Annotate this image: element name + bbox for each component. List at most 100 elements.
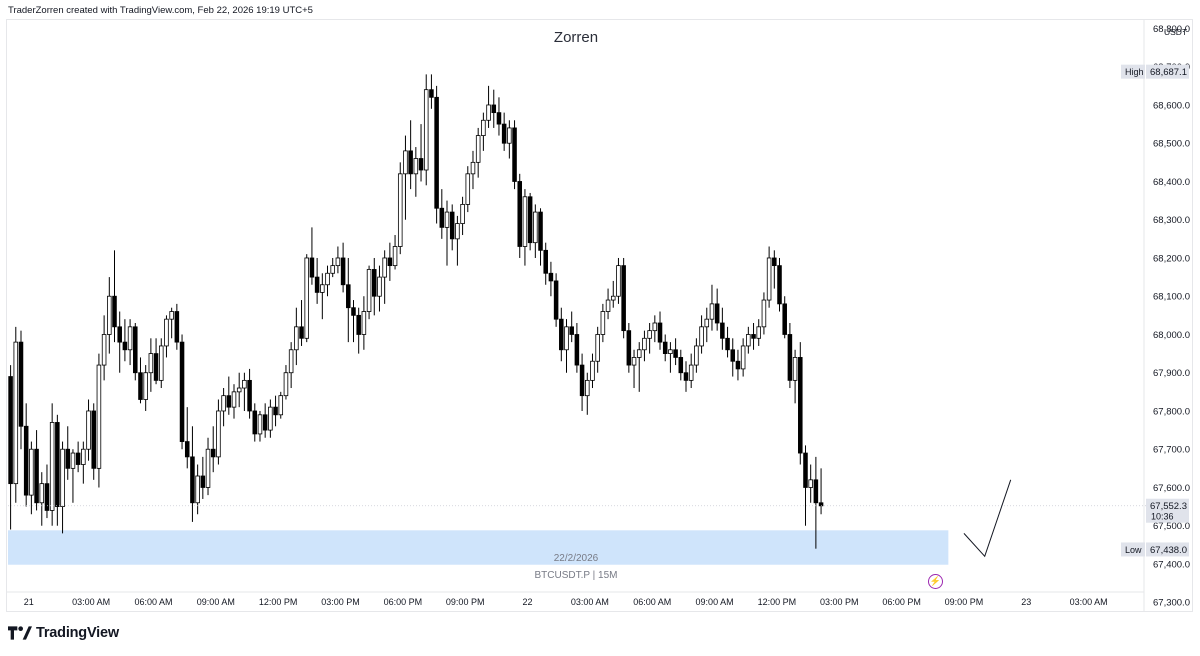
candle-down [714,303,720,324]
lightning-bolt-icon[interactable]: ⚡ [928,574,943,589]
chart-frame[interactable] [6,19,1193,612]
candle-up [766,257,772,301]
price-tick-label: 67,500.0 [1153,521,1190,532]
price-tick-label: 68,100.0 [1153,292,1190,303]
candles-layer [8,74,824,549]
candle-up [668,349,673,354]
candle-down [657,322,663,343]
tradingview-logo[interactable]: TradingView [8,625,119,641]
last-price-countdown: 10:36 [1151,512,1174,522]
candle-up [361,311,367,335]
candle-up [413,158,419,175]
candle-up [808,479,813,488]
candle-up [382,257,387,278]
candle-up [694,345,699,366]
candle-down [252,410,258,435]
candle-up [746,334,751,347]
candle-up [294,326,299,351]
candle-up [455,223,460,240]
time-tick-label: 22 [523,597,533,607]
high-price-badge-value: 68,687.1 [1150,67,1187,78]
candle-down [548,272,554,282]
candle-down [772,257,777,267]
candle-up [616,265,621,297]
candle-down [138,372,143,400]
candle-down [512,127,517,182]
price-tick-label: 68,300.0 [1153,215,1190,226]
price-tick-label: 67,800.0 [1153,406,1190,417]
candle-up [169,311,174,320]
time-tick-label: 09:00 AM [696,597,734,607]
candle-down [23,425,29,496]
candle-down [678,357,684,374]
low-price-badge-value: 67,438.0 [1150,545,1187,556]
high-price-badge [1146,64,1189,79]
candle-down [574,334,580,366]
candle-up [257,414,263,435]
candle-down [730,349,736,362]
candle-up [320,284,325,293]
demand-zone [8,530,949,565]
time-tick-label: 12:00 PM [259,597,298,607]
time-tick-label: 03:00 AM [571,597,609,607]
candle-up [610,295,616,301]
candle-down [569,326,574,335]
time-tick-label: 09:00 PM [446,597,485,607]
candle-down [777,265,782,305]
candle-down [8,376,13,485]
candle-down [184,441,190,458]
high-price-tag [1121,64,1145,79]
candle-down [673,349,678,358]
candle-up [585,379,590,397]
candle-down [356,314,361,335]
candle-down [787,334,793,381]
candle-down [179,341,185,442]
candle-up [699,326,704,347]
candle-down [122,341,128,351]
time-tick-label: 09:00 PM [945,597,984,607]
last-price-badge [1146,498,1189,523]
time-tick-label: 21 [24,597,34,607]
candle-down [798,357,803,454]
time-tick-label: 23 [1021,597,1031,607]
candle-up [590,360,595,381]
price-tick-label: 68,000.0 [1153,330,1190,341]
candle-up [205,448,211,488]
currency-label: USDT [1164,27,1187,37]
candle-up [164,318,169,347]
candle-down [538,211,543,251]
time-tick-label: 09:00 AM [197,597,235,607]
candle-down [527,196,533,244]
candle-up [29,448,34,496]
candle-up [195,475,200,504]
overlay-layer [8,479,1146,558]
candle-down [621,265,626,332]
candle-up [335,257,341,267]
candle-down [309,257,315,278]
time-tick-label: 03:00 PM [321,597,360,607]
candle-up [642,337,647,351]
candle-down [340,257,346,286]
candle-down [174,311,180,343]
candle-up [636,349,642,358]
candle-down [429,89,434,98]
tradingview-wordmark: TradingView [36,625,119,641]
candle-down [662,341,668,354]
candle-up [392,246,398,267]
time-tick-label: 03:00 PM [820,597,859,607]
candle-up [283,372,289,397]
candle-up [756,326,761,339]
candle-up [143,372,148,400]
price-tick-label: 68,400.0 [1153,177,1190,188]
low-price-tag-label: Low [1125,545,1142,555]
candle-up [486,104,491,121]
price-tick-label: 68,200.0 [1153,253,1190,264]
candle-up [595,334,600,362]
candle-down [491,104,497,114]
candle-up [470,161,476,175]
candle-up [460,204,465,224]
low-price-tag [1121,542,1145,557]
price-tick-label: 67,300.0 [1153,598,1190,609]
time-axis: 21 03:00 AM 06:00 AM 09:00 AM 12:00 PM 03:00 … [7,591,1144,607]
